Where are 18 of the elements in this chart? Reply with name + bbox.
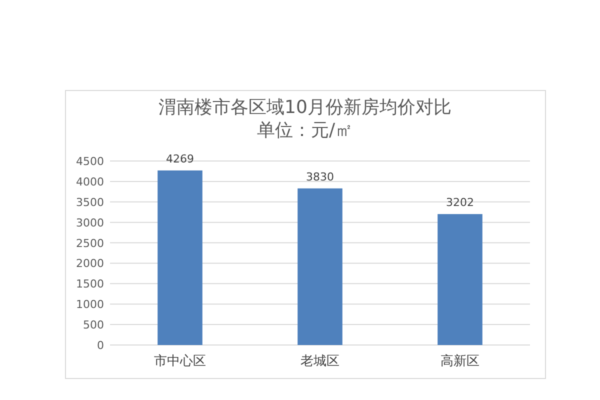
y-tick-label: 4500	[76, 155, 104, 168]
data-label: 4269	[166, 152, 194, 166]
x-tick-label: 市中心区	[154, 353, 206, 369]
chart-title: 渭南楼市各区域10月份新房均价对比	[158, 97, 452, 118]
chart-subtitle: 单位：元/㎡	[256, 120, 354, 141]
y-tick-label: 1500	[76, 278, 104, 291]
y-tick-label: 1000	[76, 298, 104, 312]
y-tick-label: 2000	[76, 257, 104, 270]
x-tick-label: 高新区	[440, 353, 480, 369]
y-tick-label: 3500	[76, 196, 104, 209]
y-tick-label: 4000	[76, 175, 104, 188]
y-tick-label: 0	[97, 339, 104, 352]
y-tick-label: 3000	[76, 216, 104, 230]
y-tick-label: 2500	[76, 236, 104, 250]
x-tick-label: 老城区	[300, 354, 340, 369]
data-label: 3202	[446, 196, 474, 210]
data-label: 3830	[306, 170, 334, 184]
y-tick-label: 500	[83, 318, 104, 332]
